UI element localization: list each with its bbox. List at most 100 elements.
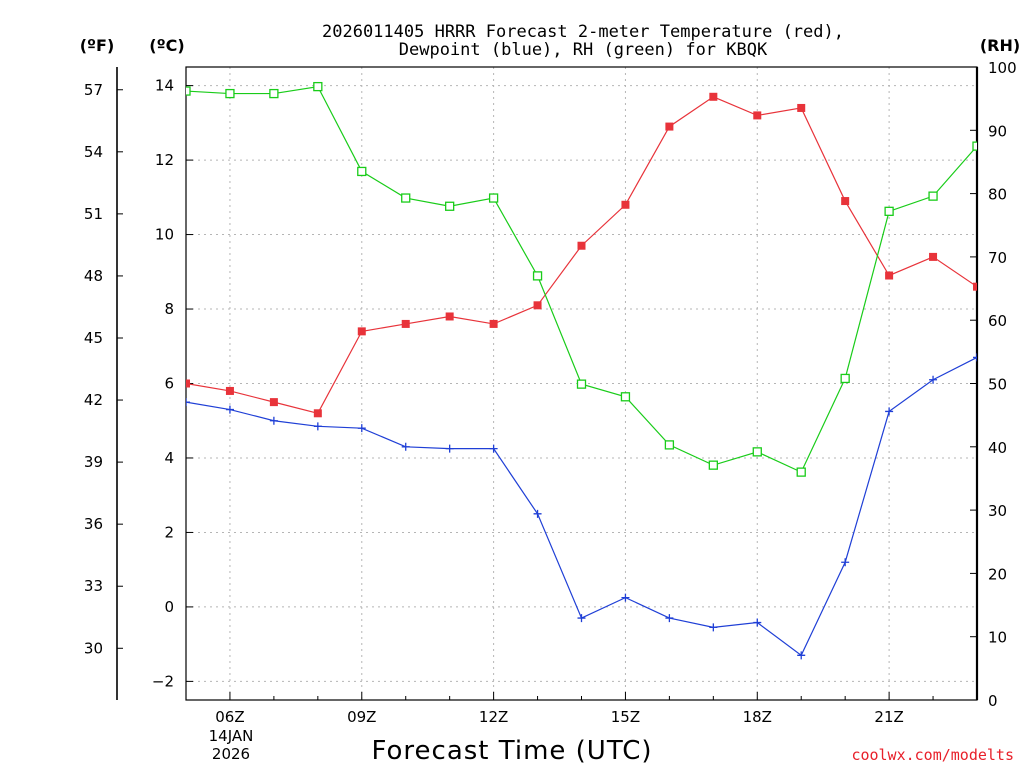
data-point [488,193,499,203]
data-point [269,88,279,99]
data-point [533,509,542,518]
data-point [665,122,674,131]
data-point [357,327,366,336]
data-point [225,386,234,395]
date-label-year: 2026 [212,745,250,763]
celsius-tick-label: 6 [164,375,174,393]
data-point [973,353,977,362]
data-point [665,614,674,623]
rh-tick-label: 70 [988,249,1007,267]
fahrenheit-unit-label: (ºF) [80,36,115,55]
data-point [186,398,190,407]
fahrenheit-tick-label: 36 [84,515,103,533]
fahrenheit-tick-label: 30 [84,639,103,657]
x-tick-label: 06Z [215,708,244,726]
rh-tick-label: 30 [988,502,1007,520]
rh-tick-label: 100 [988,59,1017,77]
data-point [401,442,410,451]
series-line [186,96,977,414]
x-tick-label: 21Z [874,708,903,726]
rh-unit-label: (RH) [980,36,1020,55]
data-point [972,141,977,151]
data-point [664,440,675,450]
data-point [577,241,586,250]
data-point [841,558,850,567]
data-point [401,319,410,328]
data-point [445,201,455,211]
data-point [313,422,322,431]
tick-labels: 14121086420−2575451484542393633301009080… [84,59,1017,726]
data-point [708,460,718,470]
data-point [533,301,542,310]
data-point [840,373,850,384]
data-point [269,398,278,407]
fahrenheit-tick-label: 57 [84,81,103,99]
fahrenheit-tick-label: 54 [84,143,103,161]
data-point [797,103,806,112]
data-point [621,593,630,602]
data-point [928,191,938,201]
axes [116,66,979,701]
data-point [576,379,587,389]
data-point [797,651,806,660]
data-point [885,271,894,280]
date-label-day: 14JAN [209,727,254,745]
celsius-tick-label: 12 [155,151,174,169]
data-point [225,88,235,99]
celsius-tick-label: 14 [155,77,174,95]
series-line [186,85,977,473]
rh-tick-label: 90 [988,122,1007,140]
rh-tick-label: 0 [988,692,998,710]
series-relative-humidity [186,81,977,477]
data-point [357,166,367,177]
celsius-tick-label: 4 [164,449,174,467]
data-point [796,467,806,477]
rh-tick-label: 50 [988,376,1007,394]
credit-link[interactable]: coolwx.com/modelts [851,746,1014,764]
data-point [186,86,191,96]
data-point [313,409,322,418]
data-point [577,614,586,623]
fahrenheit-tick-label: 33 [84,577,103,595]
data-point [709,623,718,632]
x-tick-label: 18Z [743,708,772,726]
data-point [753,618,762,627]
fahrenheit-tick-label: 39 [84,453,103,471]
data-point [929,252,938,261]
series-dewpoint [186,353,977,660]
fahrenheit-tick-label: 42 [84,391,103,409]
fahrenheit-tick-label: 45 [84,329,103,347]
celsius-unit-label: (ºC) [149,36,184,55]
rh-tick-label: 80 [988,186,1007,204]
data-point [313,81,323,92]
data-point [621,200,630,209]
data-point [929,375,938,384]
rh-tick-label: 10 [988,629,1007,647]
chart-title-line-2: Dewpoint (blue), RH (green) for KBQK [399,40,768,60]
data-point [884,206,894,216]
data-point [186,379,190,388]
data-point [445,312,454,321]
x-tick-label: 15Z [611,708,640,726]
fahrenheit-tick-label: 48 [84,267,103,285]
x-axis-label: Forecast Time (UTC) [371,736,652,766]
x-tick-label: 09Z [347,708,376,726]
celsius-tick-label: 0 [164,598,174,616]
rh-tick-label: 60 [988,312,1007,330]
data-point [489,444,498,453]
data-point [225,405,234,414]
celsius-tick-label: 2 [164,523,174,541]
x-tick-label: 12Z [479,708,508,726]
data-point [489,319,498,328]
data-point [709,92,718,101]
rh-tick-label: 20 [988,565,1007,583]
celsius-tick-label: −2 [152,672,174,690]
celsius-tick-label: 10 [155,226,174,244]
data-point [752,447,762,457]
celsius-tick-label: 8 [164,300,174,318]
data-point [445,444,454,453]
data-point [841,197,850,206]
data-point [357,424,366,433]
series-2-meter-temperature [186,92,977,418]
